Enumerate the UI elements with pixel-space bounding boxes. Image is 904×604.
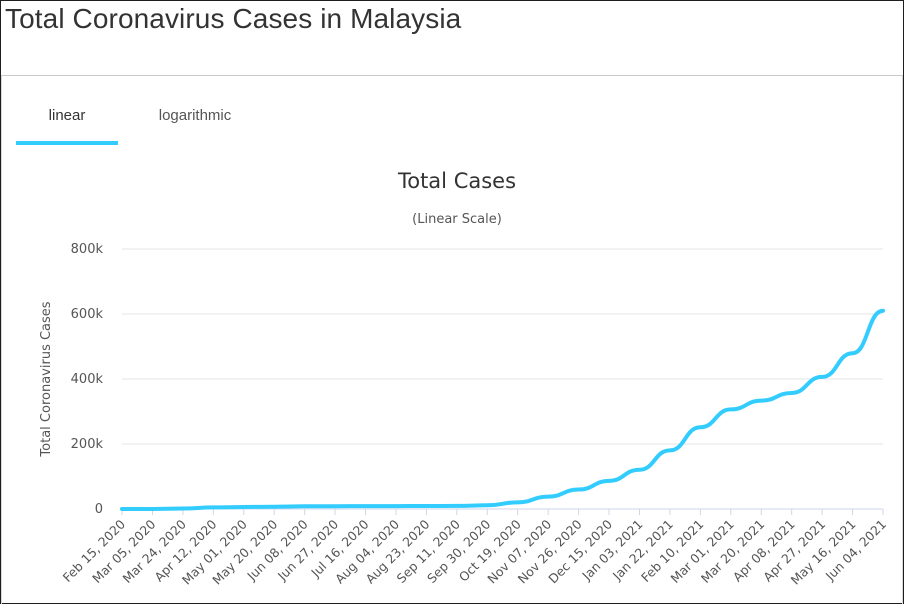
data-point (181, 507, 185, 511)
data-point (242, 505, 246, 509)
data-point (485, 503, 489, 507)
chart-title: Total Cases (397, 169, 516, 193)
data-point (303, 504, 307, 508)
data-point (424, 504, 428, 508)
data-point (577, 488, 581, 492)
page-title: Total Coronavirus Cases in Malaysia (5, 3, 462, 34)
data-point (394, 504, 398, 508)
data-point (759, 399, 763, 403)
data-point (150, 507, 154, 511)
y-axis-ticks: 0 200k 400k 600k 800k (71, 242, 104, 517)
series-layer (120, 308, 885, 511)
y-tick-label: 600k (71, 307, 104, 322)
data-point (120, 507, 124, 511)
data-point (637, 468, 641, 472)
y-tick-label: 200k (71, 437, 104, 452)
data-point (729, 407, 733, 411)
scale-tabs: linear logarithmic (16, 93, 896, 145)
chart-subtitle: (Linear Scale) (412, 212, 502, 227)
data-point (790, 391, 794, 395)
chart-panel: linear logarithmic (1, 75, 903, 604)
data-point (455, 504, 459, 508)
y-tick-label: 0 (95, 502, 103, 517)
data-point (364, 504, 368, 508)
y-tick-label: 800k (71, 242, 104, 257)
data-point (607, 479, 611, 483)
tab-linear[interactable]: linear (16, 93, 118, 145)
grid-lines (122, 248, 883, 510)
data-point (272, 505, 276, 509)
data-point (881, 309, 885, 313)
data-point (333, 504, 337, 508)
data-point (516, 500, 520, 504)
data-point (698, 425, 702, 429)
y-axis-label: Total Coronavirus Cases (39, 301, 54, 457)
data-point (851, 351, 855, 355)
data-point (820, 375, 824, 379)
tab-logarithmic[interactable]: logarithmic (158, 107, 232, 124)
data-point (211, 505, 215, 509)
y-tick-label: 400k (71, 372, 104, 387)
series-line (120, 308, 885, 511)
data-point (668, 448, 672, 452)
data-point (546, 495, 550, 499)
